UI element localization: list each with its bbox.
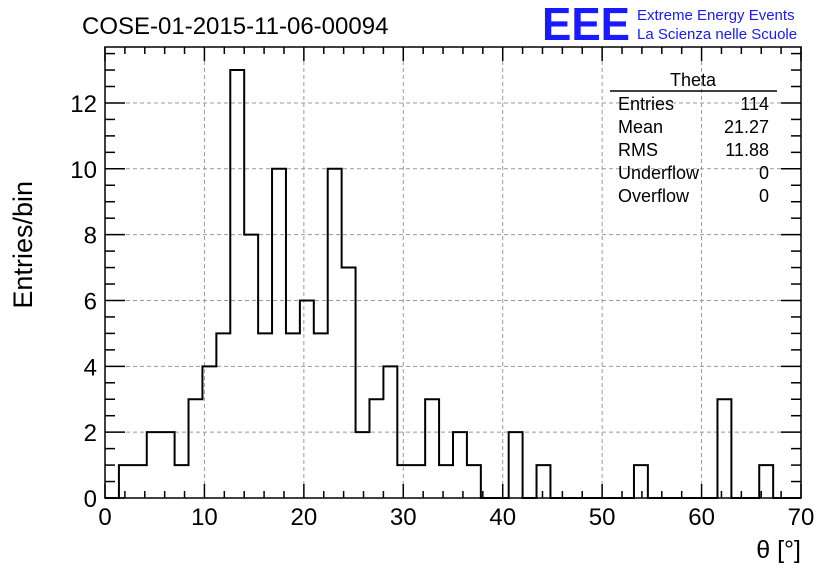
- x-tick-label: 50: [589, 504, 616, 531]
- stats-value-mean: 21.27: [724, 117, 769, 137]
- stats-box: Theta Entries 114 Mean 21.27 RMS 11.88 U…: [610, 70, 777, 206]
- y-tick-labels: 0 2 4 6 8 10 12: [70, 91, 97, 513]
- y-tick-label: 0: [84, 486, 97, 513]
- histogram-step-outline: [105, 69, 801, 499]
- run-title: COSE-01-2015-11-06-00094: [82, 13, 388, 40]
- stats-label-entries: Entries: [618, 94, 674, 114]
- stats-value-overflow: 0: [759, 186, 769, 206]
- histogram-bin: [356, 432, 370, 498]
- histogram-bin: [300, 300, 314, 498]
- histogram-bin: [439, 465, 453, 498]
- histogram-bin: [119, 465, 133, 498]
- histogram-bin: [216, 333, 230, 498]
- stats-value-rms: 11.88: [725, 140, 769, 160]
- histogram-bin: [328, 169, 342, 498]
- y-tick-label: 2: [84, 420, 97, 447]
- y-tick-label: 8: [84, 223, 97, 250]
- stats-label-underflow: Underflow: [618, 163, 700, 183]
- x-tick-label: 30: [390, 504, 417, 531]
- grid-lines: [105, 47, 801, 498]
- axis-ticks: [104, 47, 802, 499]
- logo-line-1: Extreme Energy Events: [637, 7, 795, 24]
- histogram-bin: [369, 399, 383, 498]
- histogram-bin: [314, 333, 328, 498]
- x-axis-label: θ [°]: [756, 536, 801, 564]
- y-tick-label: 4: [84, 354, 97, 381]
- x-tick-label: 0: [98, 504, 111, 531]
- histogram-bin: [634, 465, 648, 498]
- x-tick-label: 40: [489, 504, 516, 531]
- x-tick-labels: 0 10 20 30 40 50 60 70: [98, 504, 814, 531]
- stats-value-underflow: 0: [759, 163, 769, 183]
- stats-label-overflow: Overflow: [618, 186, 690, 206]
- histogram-bin: [342, 268, 356, 498]
- histogram-bin: [175, 465, 189, 498]
- histogram-bin: [717, 399, 731, 498]
- x-tick-label: 70: [788, 504, 815, 531]
- stats-box-title: Theta: [670, 70, 717, 90]
- histogram-bin: [467, 465, 481, 498]
- stats-label-rms: RMS: [618, 140, 658, 160]
- stats-value-entries: 114: [740, 94, 769, 114]
- histogram-bin: [230, 70, 244, 498]
- histogram-bins: [119, 70, 773, 498]
- histogram-bin: [258, 333, 272, 498]
- histogram-bin: [161, 432, 175, 498]
- histogram-bin: [397, 465, 411, 498]
- logo-line-2: La Scienza nelle Scuole: [637, 26, 797, 43]
- histogram-bin: [509, 432, 523, 498]
- y-tick-label: 10: [70, 157, 97, 184]
- y-tick-label: 12: [70, 91, 97, 118]
- x-tick-label: 20: [291, 504, 318, 531]
- logo-eee: EEE: [542, 0, 630, 50]
- x-tick-label: 10: [191, 504, 218, 531]
- x-tick-label: 60: [688, 504, 715, 531]
- histogram-bin: [147, 432, 161, 498]
- y-tick-label: 6: [84, 288, 97, 315]
- histogram-bin: [537, 465, 551, 498]
- histogram-bin: [425, 399, 439, 498]
- histogram-bin: [286, 333, 300, 498]
- histogram-bin: [189, 399, 203, 498]
- y-axis-label: Entries/bin: [8, 181, 38, 309]
- histogram-bin: [453, 432, 467, 498]
- stats-label-mean: Mean: [618, 117, 663, 137]
- plot-frame: [104, 46, 802, 499]
- histogram-bin: [272, 169, 286, 498]
